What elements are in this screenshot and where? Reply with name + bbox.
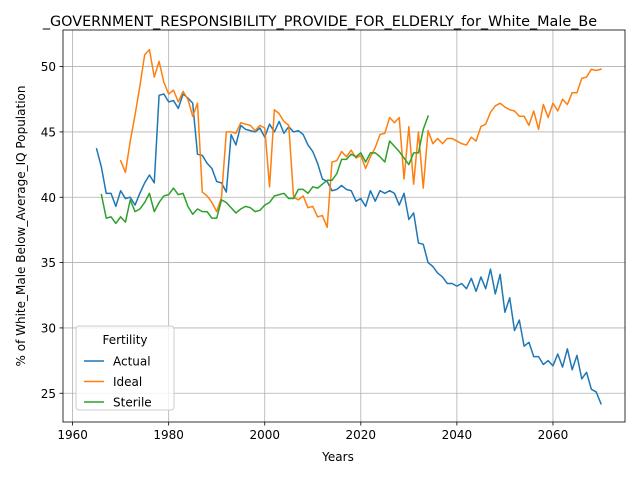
y-tick-label: 35 [41, 256, 56, 270]
legend: Fertility Actual Ideal Sterile [75, 325, 175, 411]
y-tick-label: 40 [41, 191, 56, 205]
legend-label-actual: Actual [113, 355, 151, 369]
x-tick-label: 1980 [153, 428, 184, 442]
x-tick-label: 2020 [346, 428, 377, 442]
legend-title: Fertility [102, 333, 147, 347]
x-tick-label: 2040 [442, 428, 473, 442]
series-line-actual [95, 93, 602, 405]
legend-entries: Actual Ideal Sterile [84, 355, 152, 410]
legend-frame [75, 325, 175, 411]
x-axis-label: Years [321, 450, 354, 464]
y-tick-label: 25 [41, 387, 56, 401]
series-line-sterile [100, 115, 430, 225]
plot-frame [62, 29, 626, 423]
series-line-ideal [119, 48, 602, 229]
x-tick-label: 2000 [249, 428, 280, 442]
y-tick-label: 45 [41, 125, 56, 139]
y-tick-label: 30 [41, 321, 56, 335]
legend-label-sterile: Sterile [113, 396, 152, 410]
y-axis-label: % of White_Male Below_Average_IQ Populat… [14, 86, 28, 367]
series-lines [95, 48, 602, 405]
chart-title: _GOVERNMENT_RESPONSIBILITY_PROVIDE_FOR_E… [42, 14, 597, 30]
axis-ticks: 1960 1980 2000 2020 2040 2060 25 30 35 40 45 50 [41, 60, 569, 442]
x-tick-label: 1960 [57, 428, 88, 442]
legend-label-ideal: Ideal [113, 375, 142, 389]
x-tick-label: 2060 [538, 428, 569, 442]
y-tick-label: 50 [41, 60, 56, 74]
